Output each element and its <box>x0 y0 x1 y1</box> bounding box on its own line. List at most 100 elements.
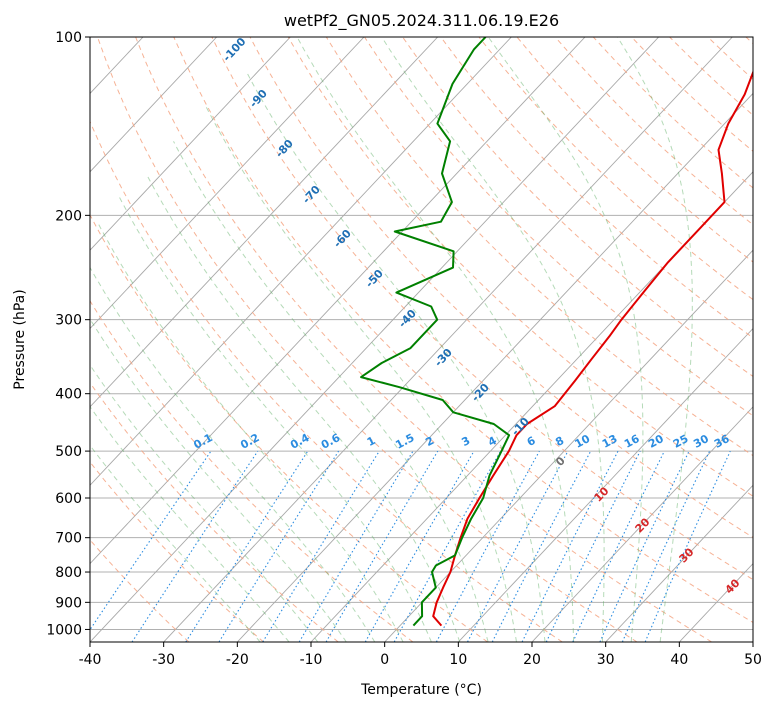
mixing-ratio-line <box>621 450 711 642</box>
isotherm-line <box>90 37 365 330</box>
dry-adiabat-line <box>211 37 753 581</box>
y-tick-label: 200 <box>55 208 82 224</box>
isotherm-line <box>90 37 586 565</box>
mixing-ratio-line <box>545 450 641 642</box>
dry-adiabat-line <box>135 37 712 642</box>
isotherm-label: -100 <box>220 35 249 64</box>
y-tick-label: 1000 <box>46 622 82 638</box>
dry-adiabat-line <box>707 37 753 80</box>
x-tick-label: 50 <box>744 652 762 668</box>
mixing-ratio-label: 2 <box>423 434 436 449</box>
isotherm-line <box>237 92 753 642</box>
y-tick-label: 300 <box>55 313 82 329</box>
moist-adiabat-line <box>145 173 461 642</box>
isotherm-line <box>531 406 753 642</box>
mixing-ratio-line <box>90 450 212 631</box>
isotherm-label: -60 <box>331 227 354 251</box>
moist-adiabat-line <box>487 37 644 642</box>
isotherm-label: -90 <box>247 87 270 111</box>
y-tick-label: 700 <box>55 531 82 547</box>
dry-adiabat-line <box>90 299 414 642</box>
mixing-ratio-line <box>262 450 380 642</box>
x-tick-label: -10 <box>300 652 323 668</box>
isotherm-line <box>384 249 753 642</box>
mixing-ratio-label: 13 <box>600 432 620 451</box>
moist-adiabat-line <box>204 104 517 642</box>
chart-line-labels: 0.1 0.2 0.4 0.6 1 1.5 2 3 4 6 8 10 13 16 20 25 30 36-100-… <box>191 35 742 597</box>
dry-adiabat-line <box>249 37 753 539</box>
moist-adiabat-line <box>296 37 575 642</box>
mixing-ratio-label: 3 <box>459 434 472 449</box>
mixing-ratio-label: 20 <box>646 432 666 451</box>
isotherm-label: -20 <box>469 381 492 405</box>
y-tick-label: 100 <box>55 30 82 46</box>
isotherm-line <box>90 37 660 642</box>
moist-adiabat-line <box>96 221 404 642</box>
mixing-ratio-label: 25 <box>671 432 691 451</box>
mixing-ratio-label: 8 <box>553 434 566 449</box>
x-tick-label: -40 <box>79 652 102 668</box>
dry-adiabat-line <box>90 461 264 642</box>
dry-adiabat-line <box>173 37 753 624</box>
chart-series <box>360 37 753 627</box>
isotherm-line <box>605 484 753 642</box>
dry-adiabat-line <box>90 120 563 642</box>
isotherm-line <box>90 37 512 486</box>
wet-bulb-label: 10 <box>592 484 612 504</box>
y-tick-label: 900 <box>55 595 82 611</box>
temperature-profile-line <box>432 69 753 627</box>
x-tick-label: -20 <box>226 652 249 668</box>
y-tick-label: 600 <box>55 491 82 507</box>
x-tick-label: 20 <box>523 652 541 668</box>
chart-grid <box>90 37 753 642</box>
x-tick-label: -30 <box>152 652 175 668</box>
mixing-ratio-line <box>521 450 619 642</box>
wet-bulb-label: 40 <box>723 576 743 596</box>
mixing-ratio-line <box>325 450 439 642</box>
isotherm-label: -80 <box>273 137 296 161</box>
isotherm-line <box>90 37 218 173</box>
moist-adiabat-line <box>173 141 489 642</box>
isotherm-line <box>90 37 439 408</box>
dry-adiabat-line <box>90 539 190 642</box>
wet-bulb-label: 0 <box>553 454 568 469</box>
x-tick-label: 10 <box>449 652 467 668</box>
plot-frame <box>89 36 754 643</box>
mixing-ratio-line <box>644 450 731 642</box>
isotherm-line <box>90 37 291 251</box>
moist-adiabat-line <box>90 318 347 642</box>
dry-adiabat-line <box>90 381 339 642</box>
isotherm-line <box>752 641 753 642</box>
moist-adiabat-line <box>616 37 693 642</box>
y-axis-label: Pressure (hPa) <box>12 289 28 389</box>
mixing-ratio-label: 4 <box>486 434 499 449</box>
moist-adiabat-line <box>381 37 605 642</box>
dry-adiabat-line <box>402 37 753 378</box>
mixing-ratio-line <box>185 450 309 642</box>
mixing-ratio-label: 0.6 <box>319 431 343 452</box>
isotherm-line <box>163 37 733 642</box>
x-axis-label: Temperature (°C) <box>360 682 482 698</box>
dry-adiabat-line <box>516 37 753 263</box>
dry-adiabat-line <box>554 37 753 226</box>
isotherm-label: -70 <box>300 183 323 207</box>
y-tick-label: 500 <box>55 444 82 460</box>
mixing-ratio-label: 6 <box>525 434 538 449</box>
moist-adiabat-line <box>117 195 432 642</box>
y-axis: 1000 900 800 700 600 500 400 300 200 100 <box>46 30 90 638</box>
moist-adiabat-line <box>90 444 261 642</box>
x-tick-label: 0 <box>380 652 389 668</box>
y-tick-label: 400 <box>55 387 82 403</box>
dry-adiabat-line <box>90 213 488 642</box>
y-tick-label: 800 <box>55 565 82 581</box>
mixing-ratio-label: 16 <box>622 432 642 451</box>
x-tick-label: 40 <box>670 652 688 668</box>
x-tick-label: 30 <box>597 652 615 668</box>
mixing-ratio-label: 1 <box>365 434 378 449</box>
dry-adiabat-line <box>325 37 753 457</box>
mixing-ratio-line <box>131 450 259 642</box>
mixing-ratio-label: 0.4 <box>288 431 312 452</box>
moist-adiabat-line <box>90 405 290 642</box>
mixing-ratio-line <box>572 450 665 642</box>
mixing-ratio-line <box>218 450 340 642</box>
